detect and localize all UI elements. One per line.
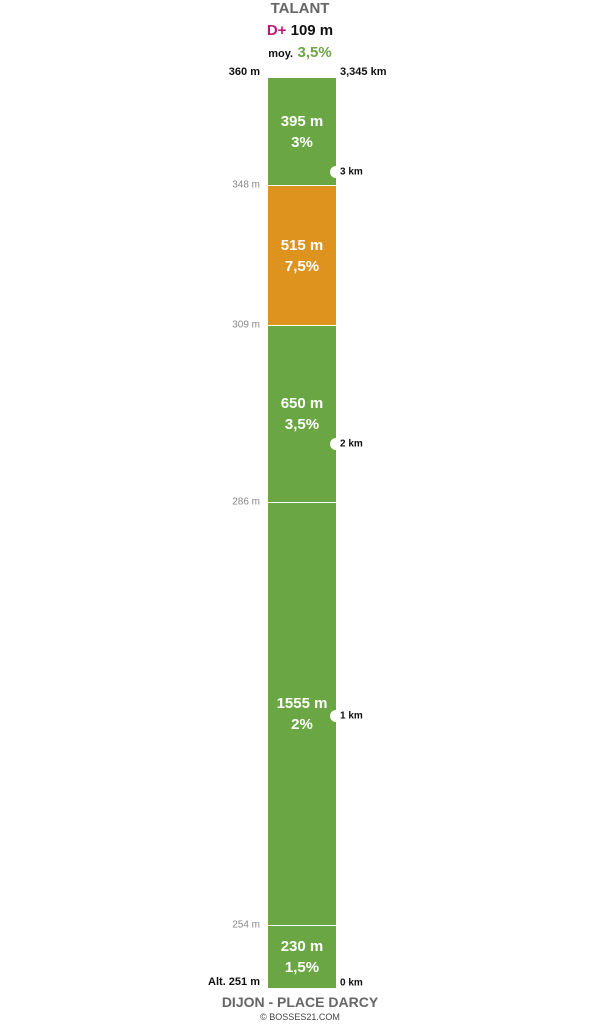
avg-value: 3,5% [297, 44, 332, 61]
segment-length: 515 m [280, 236, 324, 254]
altitude-label: 254 m [232, 919, 260, 931]
segment-length: 650 m [280, 395, 324, 412]
altitude-label: 309 m [232, 319, 260, 331]
elevation-gain: D+ 109 m [0, 22, 600, 39]
total-distance: 3,345 km [340, 66, 387, 78]
segment-length: 395 m [280, 112, 324, 130]
credit: © BOSSES21.COM [260, 1012, 340, 1022]
segment-grade: 3,5% [284, 416, 320, 433]
segment: 650 m 3,5% [268, 325, 336, 502]
gain-value: 109 m [290, 22, 334, 39]
climb-title: TALANT [270, 0, 330, 17]
base-altitude: Alt. 251 m [208, 976, 260, 988]
segment: 1555 m 2% [268, 502, 336, 925]
segment-grade: 1,5% [284, 959, 320, 976]
top-altitude: 360 m [228, 66, 260, 78]
segment: 395 m 3% [268, 78, 336, 185]
segment-length: 230 m [280, 938, 324, 955]
km-notch [330, 438, 342, 450]
km-label: 1 km [340, 710, 363, 722]
average-grade: moy. 3,5% [0, 44, 600, 62]
segment-grade: 2% [291, 716, 313, 733]
altitude-label: 286 m [232, 496, 260, 508]
avg-label: moy. [268, 48, 294, 60]
km-label: 0 km [340, 977, 363, 989]
altitude-label: 348 m [232, 179, 260, 191]
km-notch [330, 166, 342, 178]
segment-grade: 7,5% [284, 257, 320, 275]
start-name: DIJON - PLACE DARCY [221, 994, 379, 1010]
km-label: 3 km [340, 166, 363, 178]
segment: 230 m 1,5% [268, 925, 336, 988]
segment-grade: 3% [291, 133, 313, 151]
km-notch [330, 710, 342, 722]
gain-label: D+ [266, 22, 287, 39]
segment: 515 m 7,5% [268, 185, 336, 325]
segment-length: 1555 m [276, 695, 328, 712]
km-label: 2 km [340, 438, 363, 450]
